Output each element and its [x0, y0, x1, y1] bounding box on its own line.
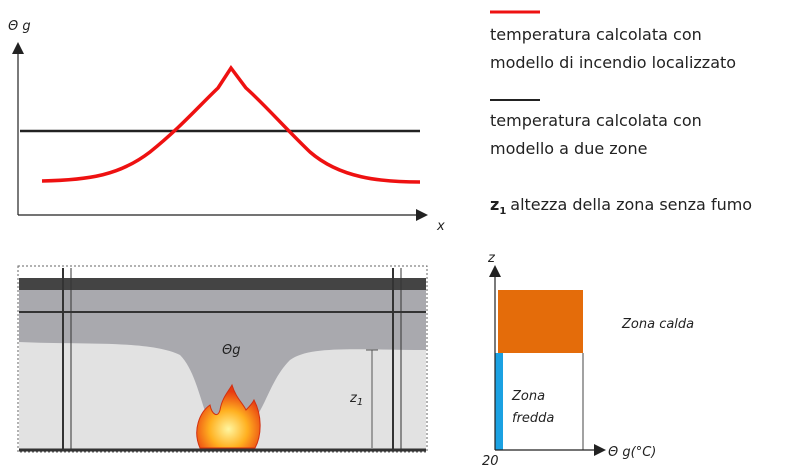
legend-text: temperatura calcolata con: [490, 111, 702, 130]
z1-label: z1: [349, 391, 363, 408]
smoke: [19, 290, 426, 425]
legend-text: modello di incendio localizzato: [490, 53, 736, 72]
y-arrow: [12, 42, 24, 54]
note-text: altezza della zona senza fumo: [510, 195, 752, 214]
note-sub: 1: [499, 206, 506, 217]
origin-label: 20: [482, 454, 499, 466]
illustration: Θg z1: [17, 265, 428, 453]
note-symbol: z: [490, 195, 499, 214]
z-sub: 1: [357, 397, 363, 408]
theta-arrow: [594, 444, 606, 456]
cold-label: fredda: [512, 411, 554, 426]
x-arrow: [416, 209, 428, 221]
zone-diagram: z Θ g(°C) 20 Zona calda Zona fredda: [482, 251, 694, 466]
hot-zone: [498, 290, 583, 353]
theta-label: Θg: [222, 343, 240, 358]
y-label: Θ g: [8, 19, 31, 34]
legend: temperatura calcolata con modello di inc…: [490, 10, 752, 217]
cold-label: Zona: [511, 389, 545, 404]
local-fire-curve: [41, 64, 421, 184]
cold-zone: [495, 353, 503, 450]
z-arrow: [489, 265, 501, 277]
theta-label: Θ g(°C): [608, 445, 656, 460]
z-symbol: z: [349, 391, 358, 406]
x-label: x: [436, 219, 445, 234]
hot-label: Zona calda: [621, 317, 694, 332]
note: z1 altezza della zona senza fumo: [490, 195, 752, 217]
z-label: z: [487, 251, 496, 266]
fire: [196, 383, 261, 449]
ceiling: [19, 278, 426, 290]
legend-text: temperatura calcolata con: [490, 25, 702, 44]
top-chart: Θ g x: [8, 19, 445, 234]
legend-text: modello a due zone: [490, 139, 647, 158]
